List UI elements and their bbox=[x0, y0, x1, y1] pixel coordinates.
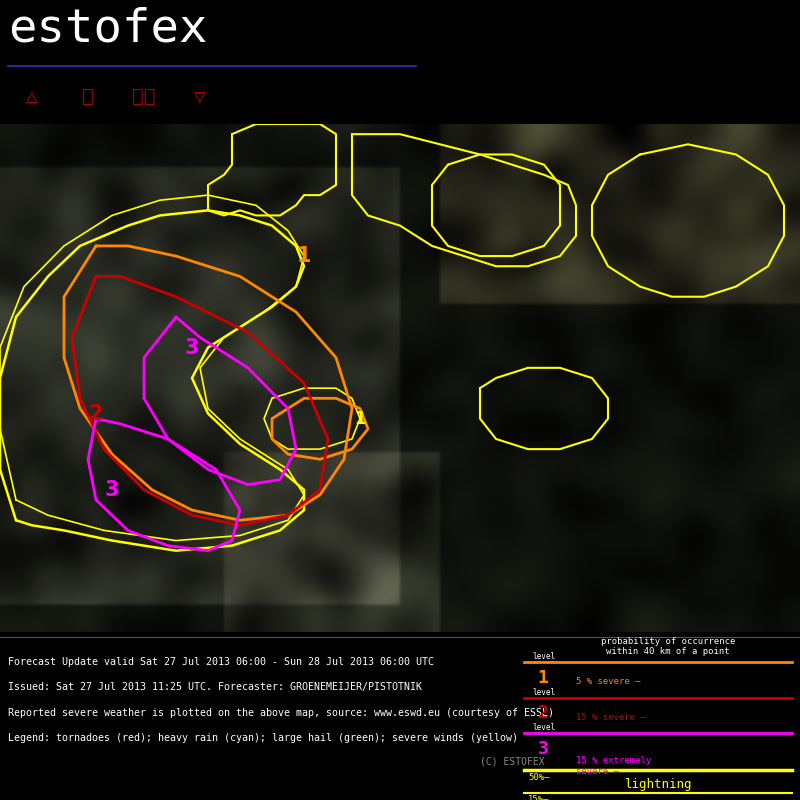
Text: 15 % severe —: 15 % severe — bbox=[576, 713, 646, 722]
Text: ᚜᚛: ᚜᚛ bbox=[132, 87, 156, 106]
Text: lightning: lightning bbox=[624, 778, 691, 791]
Text: 3: 3 bbox=[538, 739, 549, 758]
Text: 3: 3 bbox=[185, 338, 199, 358]
Text: (C) ESTOFEX: (C) ESTOFEX bbox=[480, 756, 545, 766]
Text: 3: 3 bbox=[105, 480, 119, 500]
Text: probability of occurrence
within 40 km of a point: probability of occurrence within 40 km o… bbox=[601, 637, 735, 657]
Text: 2: 2 bbox=[538, 704, 549, 722]
Text: 1: 1 bbox=[354, 410, 366, 428]
Text: 15 % extremely
severe —: 15 % extremely severe — bbox=[576, 756, 651, 776]
Text: estofex: estofex bbox=[8, 6, 207, 51]
Text: Issued: Sat 27 Jul 2013 11:25 UTC. Forecaster: GROENEMEIJER/PISTOTNIK: Issued: Sat 27 Jul 2013 11:25 UTC. Forec… bbox=[8, 682, 422, 692]
Text: 2: 2 bbox=[89, 403, 103, 423]
Text: Forecast Update valid Sat 27 Jul 2013 06:00 - Sun 28 Jul 2013 06:00 UTC: Forecast Update valid Sat 27 Jul 2013 06… bbox=[8, 658, 434, 667]
Text: △: △ bbox=[26, 87, 38, 106]
Text: level: level bbox=[532, 723, 555, 732]
Text: Reported severe weather is plotted on the above map, source: www.eswd.eu (courte: Reported severe weather is plotted on th… bbox=[8, 707, 554, 718]
Text: 15%—: 15%— bbox=[528, 795, 550, 800]
Text: ᚱ: ᚱ bbox=[82, 87, 94, 106]
Text: ▽: ▽ bbox=[194, 87, 206, 106]
Text: level: level bbox=[532, 688, 555, 697]
Text: 1: 1 bbox=[538, 669, 549, 687]
Text: Legend: tornadoes (red); heavy rain (cyan); large hail (green); severe winds (ye: Legend: tornadoes (red); heavy rain (cya… bbox=[8, 733, 518, 742]
Text: 1: 1 bbox=[297, 246, 311, 266]
Text: 5 % severe —: 5 % severe — bbox=[576, 678, 641, 686]
Text: 50%—: 50%— bbox=[528, 773, 550, 782]
Text: level: level bbox=[532, 653, 555, 662]
